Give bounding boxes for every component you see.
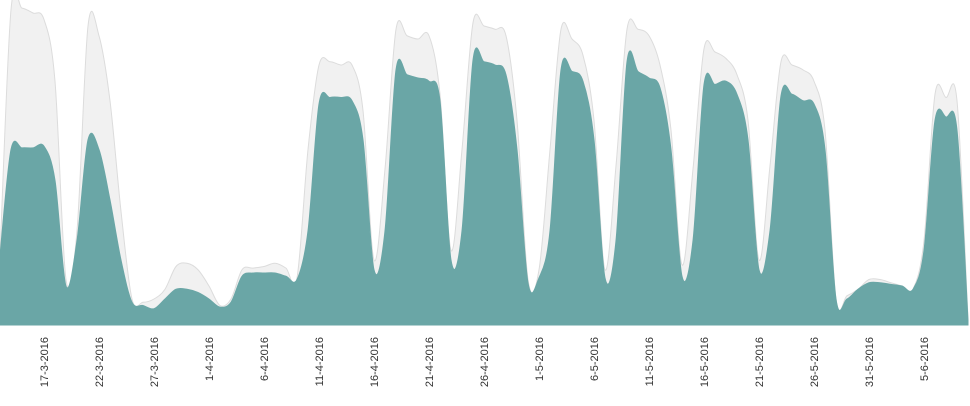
x-tick-label: 6-4-2016 <box>259 337 271 381</box>
x-tick-label: 11-4-2016 <box>314 337 326 386</box>
x-tick-label: 27-3-2016 <box>149 337 161 387</box>
x-tick-label: 6-5-2016 <box>589 337 601 381</box>
x-tick-label: 1-5-2016 <box>534 337 546 381</box>
x-tick-label: 31-5-2016 <box>864 337 876 387</box>
x-tick-label: 11-5-2016 <box>644 337 656 386</box>
area <box>0 47 969 326</box>
x-tick-label: 16-5-2016 <box>699 337 711 387</box>
x-tick-label: 21-4-2016 <box>424 337 436 387</box>
x-tick-label: 26-4-2016 <box>479 337 491 387</box>
x-tick-label: 21-5-2016 <box>754 337 766 387</box>
x-tick-label: 16-4-2016 <box>369 337 381 387</box>
x-tick-label: 22-3-2016 <box>94 337 106 387</box>
x-tick-label: 26-5-2016 <box>809 337 821 387</box>
x-tick-label: 5-6-2016 <box>919 337 931 381</box>
x-tick-label: 17-3-2016 <box>39 337 51 387</box>
x-tick-label: 1-4-2016 <box>204 337 216 381</box>
